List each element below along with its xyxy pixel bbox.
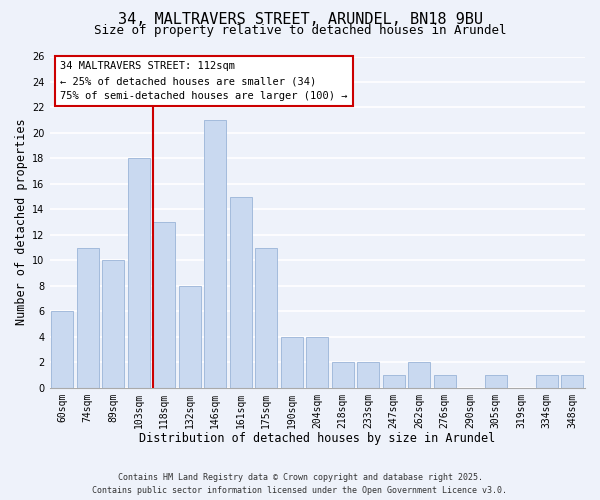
Bar: [434, 375, 455, 388]
Bar: [230, 196, 251, 388]
Bar: [536, 375, 557, 388]
Bar: [383, 375, 404, 388]
Bar: [179, 286, 200, 388]
Bar: [281, 337, 302, 388]
Text: 34, MALTRAVERS STREET, ARUNDEL, BN18 9BU: 34, MALTRAVERS STREET, ARUNDEL, BN18 9BU: [118, 12, 482, 28]
X-axis label: Distribution of detached houses by size in Arundel: Distribution of detached houses by size …: [139, 432, 496, 445]
Text: Size of property relative to detached houses in Arundel: Size of property relative to detached ho…: [94, 24, 506, 37]
Bar: [409, 362, 430, 388]
Bar: [103, 260, 124, 388]
Bar: [485, 375, 506, 388]
Bar: [332, 362, 353, 388]
Bar: [205, 120, 226, 388]
Bar: [562, 375, 583, 388]
Bar: [256, 248, 277, 388]
Bar: [128, 158, 149, 388]
Bar: [307, 337, 328, 388]
Bar: [77, 248, 98, 388]
Bar: [358, 362, 379, 388]
Text: Contains HM Land Registry data © Crown copyright and database right 2025.
Contai: Contains HM Land Registry data © Crown c…: [92, 473, 508, 495]
Text: 34 MALTRAVERS STREET: 112sqm
← 25% of detached houses are smaller (34)
75% of se: 34 MALTRAVERS STREET: 112sqm ← 25% of de…: [60, 62, 348, 101]
Bar: [52, 312, 73, 388]
Bar: [154, 222, 175, 388]
Y-axis label: Number of detached properties: Number of detached properties: [15, 119, 28, 326]
